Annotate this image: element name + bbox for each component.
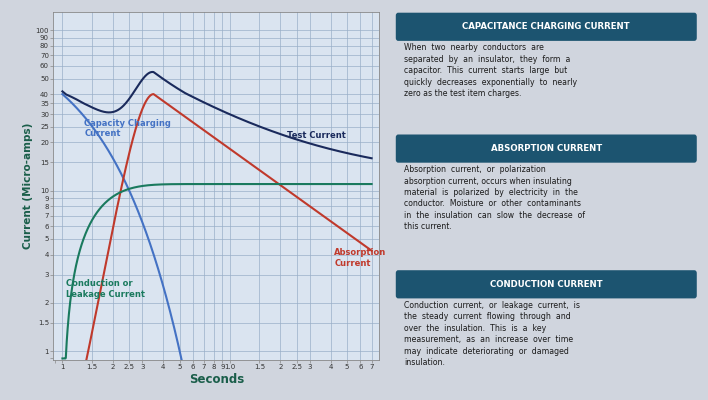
Y-axis label: Current (Micro-amps): Current (Micro-amps)	[23, 123, 33, 249]
Text: ABSORPTION CURRENT: ABSORPTION CURRENT	[491, 144, 602, 153]
FancyBboxPatch shape	[396, 270, 697, 298]
Text: When  two  nearby  conductors  are
separated  by  an  insulator,  they  form  a
: When two nearby conductors are separated…	[404, 43, 578, 98]
Text: CAPACITANCE CHARGING CURRENT: CAPACITANCE CHARGING CURRENT	[462, 22, 630, 31]
Text: Absorption  current,  or  polarization
absorption current, occurs when insulatin: Absorption current, or polarization abso…	[404, 165, 586, 231]
Text: Test Current: Test Current	[287, 131, 346, 140]
FancyBboxPatch shape	[396, 134, 697, 163]
FancyBboxPatch shape	[396, 13, 697, 41]
Text: CONDUCTION CURRENT: CONDUCTION CURRENT	[490, 280, 603, 289]
Text: Conduction  current,  or  leakage  current,  is
the  steady  current  flowing  t: Conduction current, or leakage current, …	[404, 301, 581, 367]
Text: Absorption
Current: Absorption Current	[334, 248, 387, 268]
Text: Capacity Charging
Current: Capacity Charging Current	[84, 119, 171, 138]
Text: Conduction or
Leakage Current: Conduction or Leakage Current	[66, 279, 145, 299]
X-axis label: Seconds: Seconds	[188, 373, 244, 386]
